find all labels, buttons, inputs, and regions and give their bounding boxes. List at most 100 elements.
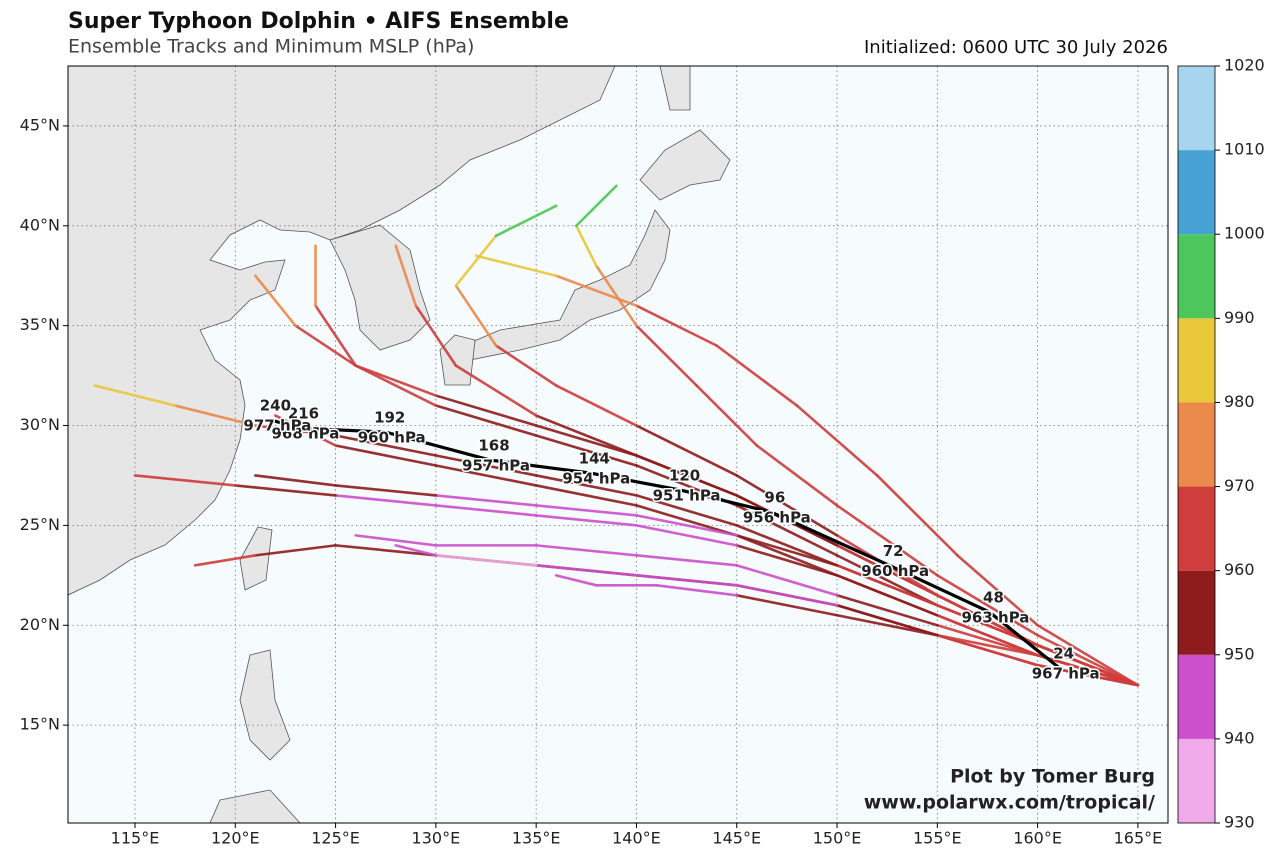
- ensemble-track: [956, 554, 1039, 627]
- ensemble-track: [434, 504, 538, 517]
- ensemble-track: [655, 584, 739, 597]
- mslp-label: 951 hPa: [653, 487, 721, 505]
- ensemble-track: [635, 424, 739, 477]
- x-tick-label: 115°E: [111, 829, 160, 848]
- ensemble-track: [494, 204, 558, 238]
- ensemble-track: [635, 574, 739, 587]
- ensemble-track: [254, 274, 297, 327]
- ensemble-track: [936, 633, 1039, 667]
- land: [209, 789, 301, 823]
- ensemble-track: [454, 284, 498, 347]
- ensemble-track: [574, 224, 598, 268]
- ensemble-track: [735, 474, 839, 537]
- x-tick-label: 125°E: [311, 829, 360, 848]
- ensemble-track: [534, 424, 638, 457]
- mslp-label: 957 hPa: [462, 457, 530, 475]
- ensemble-track: [414, 304, 458, 367]
- ensemble-track: [835, 504, 939, 577]
- ensemble-track: [735, 524, 839, 567]
- colorbar-band: [1178, 654, 1215, 739]
- colorbar-label: 1010: [1224, 140, 1265, 159]
- ensemble-track: [434, 394, 538, 427]
- ensemble-track: [635, 514, 739, 537]
- ensemble-track: [534, 504, 638, 517]
- ensemble-track: [635, 454, 739, 497]
- ensemble-track: [434, 554, 538, 567]
- ensemble-track: [1036, 633, 1140, 687]
- colorbar-band: [1178, 570, 1215, 655]
- credit: www.polarwx.com/tropical/: [864, 792, 1155, 814]
- ensemble-track: [334, 484, 438, 497]
- forecast-hour: 168: [478, 437, 509, 455]
- ensemble-track: [635, 524, 739, 547]
- colorbar-band: [1178, 318, 1215, 403]
- ensemble-track: [936, 613, 1039, 657]
- x-tick-label: 130°E: [412, 829, 461, 848]
- colorbar-label: 930: [1224, 813, 1255, 832]
- colorbar-band: [1178, 66, 1215, 151]
- ensemble-track: [434, 404, 538, 437]
- mslp-label: 968 hPa: [272, 425, 340, 443]
- ensemble-track: [735, 594, 839, 617]
- y-tick-label: 30°N: [20, 415, 60, 434]
- ensemble-track: [936, 623, 1039, 657]
- ensemble-track: [354, 534, 438, 547]
- y-tick-label: 40°N: [20, 215, 60, 234]
- y-tick-label: 15°N: [20, 715, 60, 734]
- ensemble-track: [354, 364, 438, 407]
- ensemble-track: [735, 534, 839, 567]
- ensemble-track: [835, 554, 939, 607]
- ensemble-track: [254, 544, 337, 557]
- colorbar: 930 940 950 960 970 980 990 1000 1010 1020: [1177, 56, 1265, 832]
- ensemble-track: [554, 574, 598, 587]
- ensemble-track: [534, 564, 638, 577]
- ensemble-track: [334, 434, 438, 457]
- land: [659, 66, 691, 111]
- ensemble-track: [936, 574, 1039, 637]
- ensemble-track: [735, 534, 839, 577]
- ensemble-track: [254, 474, 337, 487]
- mslp-label: 977 hPa: [243, 417, 311, 435]
- chart-title: Super Typhoon Dolphin • AIFS Ensemble: [68, 9, 569, 34]
- land: [239, 526, 273, 591]
- ensemble-track: [1036, 663, 1140, 687]
- ensemble-track: [534, 474, 638, 497]
- ensemble-track: [394, 544, 438, 557]
- ensemble-track: [835, 613, 939, 637]
- land: [329, 224, 431, 351]
- colorbar-label: 960: [1224, 560, 1255, 579]
- ensemble-track: [334, 444, 438, 467]
- ensemble-track: [534, 544, 638, 557]
- grid: 115°E 120°E 125°E 130°E 135°E 140°E 145°E 150°E…: [20, 66, 1168, 848]
- ensemble-track: [635, 494, 739, 527]
- ensemble-track: [434, 454, 538, 477]
- ensemble-track: [735, 544, 839, 577]
- x-tick-label: 165°E: [1114, 829, 1163, 848]
- colorbar-label: 1020: [1224, 56, 1265, 75]
- colorbar-band: [1178, 234, 1215, 319]
- land-layer: [68, 66, 731, 823]
- ensemble-track: [173, 404, 257, 427]
- mslp-label: 960 hPa: [861, 562, 929, 580]
- ensemble-track: [254, 424, 337, 437]
- y-tick-label: 20°N: [20, 615, 60, 634]
- ensemble-track: [835, 594, 939, 627]
- ensemble-track: [1036, 643, 1140, 687]
- ensemble-track: [554, 274, 638, 307]
- mslp-label: 954 hPa: [562, 470, 630, 488]
- ensemble-track: [735, 584, 839, 607]
- mslp-label: 967 hPa: [1032, 665, 1100, 683]
- ensemble-track: [574, 184, 618, 228]
- map-frame: [67, 65, 1169, 824]
- forecast-hour: 96: [764, 489, 785, 507]
- ensemble-track: [434, 464, 538, 487]
- ensemble-track: [635, 554, 739, 567]
- credit: Plot by Tomer Burg: [950, 766, 1155, 788]
- colorbar-band: [1178, 738, 1215, 823]
- ensemble-track: [695, 384, 759, 447]
- ensemble-track: [334, 494, 438, 507]
- chart-subtitle: Ensemble Tracks and Minimum MSLP (hPa): [68, 36, 474, 58]
- colorbar-label: 950: [1224, 644, 1255, 663]
- ensemble-track: [193, 554, 257, 567]
- ensemble-track: [554, 384, 638, 427]
